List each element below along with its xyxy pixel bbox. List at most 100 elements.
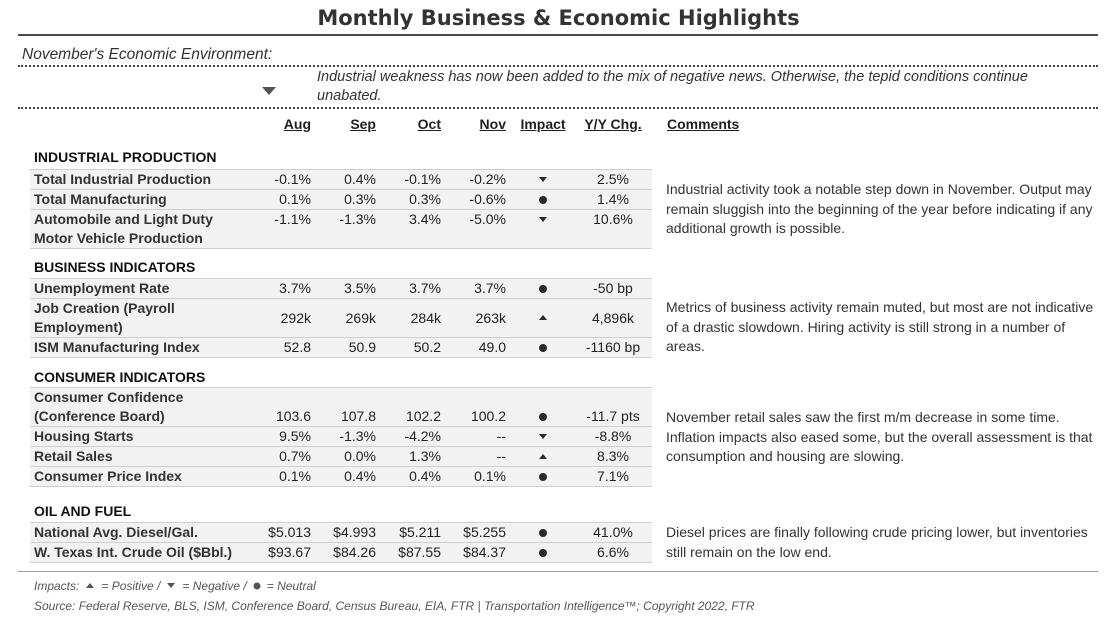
value-sep: 3.5% [344,280,376,296]
value-aug: 52.8 [283,339,311,355]
section-title-business-indicators: BUSINESS INDICATORS [34,259,196,275]
value-aug: 0.7% [279,448,311,464]
value-aug: 292k [280,310,311,326]
table-row-background [30,543,652,562]
value-aug: $93.67 [268,544,311,560]
value-yoy: 4,896k [591,310,635,326]
impact-positive-icon [533,453,553,461]
row-label-retail-sales: Retail Sales [34,448,113,464]
footer-rule [18,571,1098,572]
table-row-background [30,447,652,466]
column-header-nov: Nov [479,116,506,132]
comment-consumer-indicators: November retail sales saw the first m/m … [666,409,1093,464]
environment-heading: November's Economic Environment: [22,46,273,63]
legend-prefix: Impacts: [34,579,80,593]
value-nov: $84.37 [463,544,506,560]
table-row-background [30,170,652,189]
column-header-yoy: Y/Y Chg. [584,116,642,132]
environment-summary: Industrial weakness has now been added t… [317,69,1028,104]
legend-positive-icon [83,582,97,590]
impact-neutral-icon [533,342,553,354]
impact-neutral-icon [533,471,553,483]
value-yoy: 6.6% [597,544,629,560]
value-nov: -- [496,428,506,444]
row-divider [30,466,652,467]
value-aug: -0.1% [274,171,311,187]
comment-oil-and-fuel: Diesel prices are finally following crud… [666,524,1088,560]
value-oct: 0.4% [409,468,441,484]
value-oct: $87.55 [398,544,441,560]
value-nov: -5.0% [469,211,506,227]
value-oct: -4.2% [404,428,441,444]
value-nov: 263k [475,310,506,326]
row-divider [30,426,652,427]
row-divider [30,486,652,487]
value-yoy: -8.8% [594,428,632,444]
value-aug: 0.1% [279,468,311,484]
value-oct: 3.7% [409,280,441,296]
table-row-background [30,523,652,542]
value-sep: 0.4% [344,171,376,187]
value-aug: 103.6 [275,408,311,424]
value-sep: 0.4% [344,468,376,484]
legend-negative-label: = Negative / [182,579,247,593]
value-sep: 50.9 [348,339,376,355]
environment-divider-top [18,65,1098,67]
value-yoy: -50 bp [593,280,633,296]
row-divider [30,562,652,563]
summary-marker-icon [262,86,276,96]
impact-neutral-icon [533,194,553,206]
value-yoy: 41.0% [593,524,633,540]
value-nov: -- [496,448,506,464]
value-sep: 107.8 [340,408,376,424]
column-header-sep: Sep [350,116,376,132]
row-label-consumer-confidence: Consumer Confidence (Conference Board) [34,389,184,424]
value-nov: 100.2 [470,408,506,424]
value-nov: 3.7% [474,280,506,296]
comment-business-indicators: Metrics of business activity remain mute… [666,299,1094,354]
title-rule [18,34,1098,36]
impact-neutral-icon [533,411,553,423]
impact-legend: Impacts: = Positive / = Negative / = Neu… [34,579,316,593]
section-title-oil-and-fuel: OIL AND FUEL [34,503,132,519]
value-nov: -0.6% [469,191,506,207]
value-sep: 0.0% [344,448,376,464]
row-divider [30,278,652,279]
row-divider [30,209,652,210]
row-divider [30,522,652,523]
value-yoy: 7.1% [597,468,629,484]
value-yoy: 8.3% [597,448,629,464]
impact-negative-icon [533,433,553,441]
row-divider [30,248,652,249]
value-nov: 49.0 [478,339,506,355]
row-label-national-avg-diesel: National Avg. Diesel/Gal. [34,524,198,540]
value-aug: 0.1% [279,191,311,207]
row-label-housing-starts: Housing Starts [34,428,134,444]
value-sep: 0.3% [344,191,376,207]
row-divider [30,446,652,447]
value-oct: 0.3% [409,191,441,207]
row-divider [30,169,652,170]
value-yoy: -11.7 pts [586,408,640,424]
row-label-consumer-price-index: Consumer Price Index [34,468,182,484]
value-nov: $5.255 [463,524,506,540]
impact-negative-icon [533,216,553,224]
value-aug: 9.5% [279,428,311,444]
impact-neutral-icon [533,527,553,539]
value-yoy: 2.5% [597,171,629,187]
table-row-background [30,190,652,209]
value-oct: 284k [410,310,441,326]
row-divider [30,189,652,190]
row-divider [30,387,652,388]
column-header-impact: Impact [520,116,566,132]
impact-positive-icon [533,314,553,322]
section-title-consumer-indicators: CONSUMER INDICATORS [34,369,206,385]
row-label-wti-crude-oil: W. Texas Int. Crude Oil ($Bbl.) [34,544,233,560]
value-sep: -1.3% [339,211,376,227]
value-oct: 102.2 [405,408,441,424]
value-nov: 0.1% [474,468,506,484]
legend-neutral-icon [251,581,263,591]
section-title-industrial-production: INDUSTRIAL PRODUCTION [34,149,217,165]
comment-industrial-production: Industrial activity took a notable step … [666,181,1093,236]
value-sep: -1.3% [339,428,376,444]
